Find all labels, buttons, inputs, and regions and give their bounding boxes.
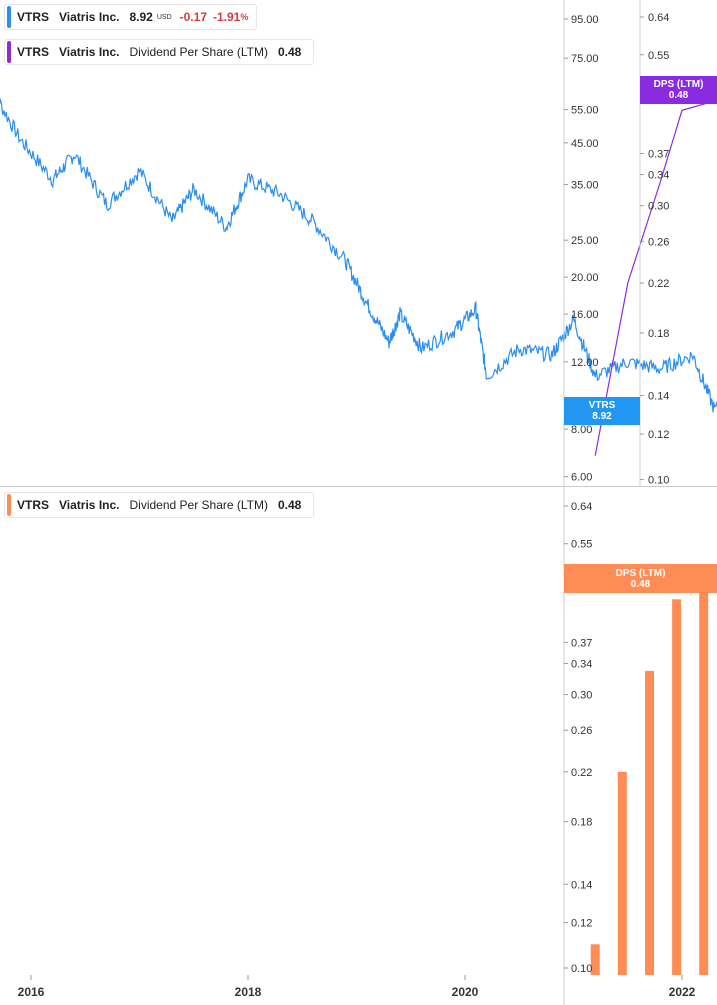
dps-top-tick-label: 0.34 [648, 170, 669, 182]
price-last-badge: VTRS 8.92 [564, 397, 640, 425]
dps-bottom-tick-label: 0.10 [571, 963, 592, 975]
price-tick-label: 45.00 [571, 138, 599, 150]
dps-top-tick-label: 0.18 [648, 328, 669, 340]
price-legend-change: -0.17 [179, 10, 207, 24]
price-legend-pct-sign: % [240, 12, 249, 22]
price-tick-label: 12.00 [571, 357, 599, 369]
x-tick-label: 2018 [235, 985, 262, 999]
dps-bottom-tick-label: 0.26 [571, 725, 592, 737]
dps-bottom-last-badge: DPS (LTM) 0.48 [564, 564, 717, 593]
price-badge-value: 8.92 [592, 411, 612, 422]
price-tick-label: 20.00 [571, 272, 599, 284]
dps-bottom-tick-label: 0.18 [571, 817, 592, 829]
dps-top-legend-ticker: VTRS [17, 45, 50, 59]
price-tick-label: 16.00 [571, 309, 599, 321]
dps-bar [590, 944, 600, 975]
dps-top-badge-value: 0.48 [668, 90, 689, 101]
dps-bottom-legend-value: 0.48 [278, 498, 302, 512]
dps-bar [699, 588, 709, 975]
price-legend-value: 8.92 [129, 10, 153, 24]
dps-bottom-tick-label: 0.64 [571, 501, 592, 513]
dps-bar [645, 670, 654, 975]
price-tick-label: 55.00 [571, 105, 599, 117]
dps-top-last-badge: DPS (LTM) 0.48 [640, 76, 717, 104]
price-legend-swatch [7, 6, 11, 28]
price-legend-name: Viatris Inc. [59, 10, 120, 24]
price-tick-label: 35.00 [571, 179, 599, 191]
x-axis: 20162018202020222024 [18, 975, 696, 999]
dps-bottom-tick-label: 0.12 [571, 918, 592, 930]
dps-bottom-tick-label: 0.14 [571, 879, 592, 891]
dps-top-legend-swatch [7, 41, 11, 63]
dps-line-series [594, 99, 717, 456]
dps-top-tick-label: 0.26 [648, 236, 669, 248]
price-tick-label: 6.00 [571, 472, 592, 484]
dps-bar [617, 771, 627, 975]
dps-top-tick-label: 0.22 [648, 278, 669, 290]
price-line-series [0, 97, 717, 413]
dps-top-badge-title: DPS (LTM) [653, 79, 704, 90]
dps-top-tick-label: 0.12 [648, 429, 669, 441]
dps-legend-top[interactable]: VTRS Viatris Inc. Dividend Per Share (LT… [4, 39, 315, 65]
price-legend-currency: USD [156, 13, 172, 21]
price-line [0, 97, 717, 413]
dps-y-axis-bottom: 0.64 0.55 0.37 0.34 0.30 0.26 0.22 0.18 0.14 0.12… [564, 501, 592, 975]
dps-bottom-tick-label: 0.34 [571, 658, 592, 670]
dps-y-axis-top: 0.64 0.55 0.37 0.34 0.30 0.26 0.22 0.18 0.14 0.12… [640, 12, 669, 486]
price-legend-change-pct: -1.91 [213, 10, 241, 24]
dps-bottom-badge-value: 0.48 [630, 578, 651, 590]
dps-top-legend-value: 0.48 [278, 45, 302, 59]
dps-top-tick-label: 0.55 [648, 50, 669, 62]
dps-top-legend-metric: Dividend Per Share (LTM) [129, 45, 269, 59]
price-tick-label: 8.00 [571, 424, 592, 436]
dps-bottom-legend-ticker: VTRS [17, 498, 50, 512]
dps-top-tick-label: 0.64 [648, 12, 669, 24]
dps-bottom-legend-swatch [7, 494, 11, 516]
x-tick-label: 2022 [669, 985, 696, 999]
dps-bar [672, 599, 682, 975]
price-legend-ticker: VTRS [17, 10, 50, 24]
dps-top-tick-label: 0.10 [648, 474, 669, 486]
price-tick-label: 95.00 [571, 14, 599, 26]
x-tick-label: 2016 [18, 985, 45, 999]
dps-legend-bottom[interactable]: VTRS Viatris Inc. Dividend Per Share (LT… [4, 492, 315, 518]
dps-bottom-badge-title: DPS (LTM) [615, 567, 666, 579]
price-legend[interactable]: VTRS Viatris Inc. 8.92 USD -0.17 -1.91 % [4, 4, 258, 30]
dps-bar-series [590, 588, 709, 975]
dps-bottom-tick-label: 0.22 [571, 767, 592, 779]
dps-bottom-tick-label: 0.30 [571, 690, 592, 702]
price-badge-title: VTRS [588, 400, 616, 411]
dps-top-tick-label: 0.14 [648, 391, 669, 403]
price-y-axis: 95.00 75.00 55.00 45.00 35.00 25.00 20.00 16.00… [564, 14, 599, 484]
dps-bottom-tick-label: 0.37 [571, 637, 592, 649]
x-tick-label: 2020 [452, 985, 479, 999]
dps-line [594, 99, 717, 456]
dps-bottom-legend-metric: Dividend Per Share (LTM) [129, 498, 269, 512]
price-tick-label: 75.00 [571, 53, 599, 65]
price-tick-label: 25.00 [571, 235, 599, 247]
dps-bottom-legend-name: Viatris Inc. [59, 498, 120, 512]
dps-top-tick-label: 0.37 [648, 149, 669, 161]
dps-top-legend-name: Viatris Inc. [59, 45, 120, 59]
dps-bottom-tick-label: 0.55 [571, 539, 592, 551]
dps-top-tick-label: 0.30 [648, 201, 669, 213]
